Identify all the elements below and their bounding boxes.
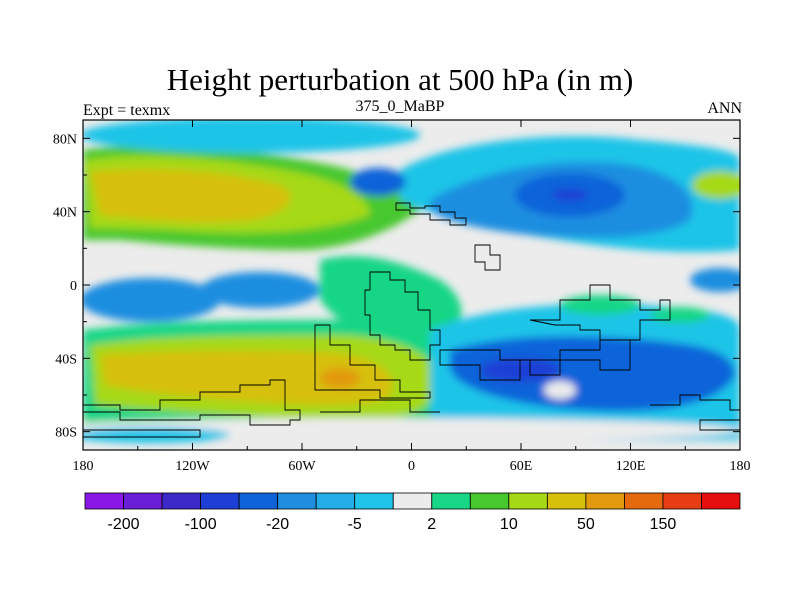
- anomaly-central-green: [320, 256, 462, 341]
- colorbar-swatch: [546, 492, 587, 510]
- colorbar-label: -20: [266, 516, 289, 533]
- coast-africa: [474, 244, 501, 271]
- colorbar-swatch: [161, 492, 201, 510]
- anomaly-west-pacific-blue: [83, 278, 220, 322]
- x-tick-label: 0: [408, 459, 415, 474]
- colorbar-label: -5: [348, 516, 362, 533]
- x-tick-label: 180: [730, 459, 751, 474]
- anomaly-arctic-blue: [83, 120, 420, 153]
- anomaly-west-equator-blue: [200, 272, 320, 308]
- anomaly-south-pole-white: [83, 418, 740, 442]
- colorbar-swatch: [508, 492, 548, 510]
- colorbar-label: -100: [185, 516, 217, 533]
- coast-asia: [529, 284, 671, 341]
- colorbar-swatch: [431, 492, 471, 510]
- x-tick-label: 180: [73, 459, 94, 474]
- x-tick-label: 120E: [616, 459, 646, 474]
- colorbar-swatch: [662, 492, 702, 510]
- colorbar-label: -200: [108, 516, 140, 533]
- y-tick-label: 80N: [53, 132, 77, 147]
- anomaly-sw-peak: [320, 368, 360, 388]
- colorbar-label: 2: [427, 516, 436, 533]
- experiment-label: Expt = texmx: [83, 102, 171, 119]
- chart-title: Height perturbation at 500 hPa (in m): [166, 62, 634, 97]
- coastline-outlines: [83, 202, 740, 438]
- anomaly-sw-orange: [100, 350, 393, 405]
- y-tick-label: 80S: [55, 426, 77, 441]
- colorbar-swatch: [238, 492, 279, 510]
- map-field: [83, 120, 740, 450]
- colorbar-swatch: [315, 492, 356, 510]
- coast-africa-south: [314, 324, 431, 399]
- x-tick-label: 60W: [288, 459, 316, 474]
- coast-south-america: [364, 271, 441, 361]
- y-tick-label: 0: [70, 279, 77, 294]
- colorbar-swatch: [354, 492, 394, 510]
- period-label: 375_0_MaBP: [355, 98, 445, 115]
- colorbar-label: 50: [577, 516, 595, 533]
- colorbar: -200 -100 -20 -5 2 10 50 150: [84, 492, 741, 533]
- colorbar-swatch: [624, 492, 664, 510]
- anomaly-south-pole-cyan: [83, 427, 230, 443]
- colorbar-swatch: [123, 492, 163, 510]
- colorbar-swatch: [585, 492, 625, 510]
- x-tick-label: 120W: [175, 459, 210, 474]
- coast-east-antarctica: [83, 394, 740, 438]
- axis-ticks: 180 120W 60W 0 60E 120E 180 80N 40N 0 40S 80S: [53, 120, 751, 474]
- coast-north-america: [395, 202, 467, 226]
- anomaly-north-green: [692, 171, 740, 199]
- coast-australia: [439, 339, 631, 381]
- anomaly-eastern-pacific-green: [650, 307, 710, 323]
- anomaly-mongolia-blue: [350, 168, 406, 196]
- coast-antarctic-peninsula: [320, 399, 440, 413]
- anomaly-south-indian-green: [560, 295, 640, 315]
- colorbar-swatch: [392, 492, 433, 510]
- anomaly-se-white: [544, 381, 576, 399]
- y-tick-label: 40N: [53, 206, 77, 221]
- coast-antarctica: [83, 379, 301, 426]
- anomaly-nw-orange: [90, 168, 290, 223]
- colorbar-swatch: [84, 492, 124, 510]
- colorbar-swatch: [277, 492, 317, 510]
- colorbar-label: 150: [650, 516, 677, 533]
- y-tick-label: 40S: [55, 352, 77, 367]
- colorbar-label: 10: [500, 516, 518, 533]
- colorbar-swatch: [200, 492, 240, 510]
- anomaly-eastern-pacific-blue: [690, 268, 740, 292]
- anomaly-ne-core: [552, 189, 588, 201]
- colorbar-swatch: [701, 492, 741, 510]
- season-label: ANN: [707, 100, 742, 117]
- colorbar-swatch: [469, 492, 510, 510]
- x-tick-label: 60E: [510, 459, 533, 474]
- anomaly-se-blue: [450, 336, 735, 412]
